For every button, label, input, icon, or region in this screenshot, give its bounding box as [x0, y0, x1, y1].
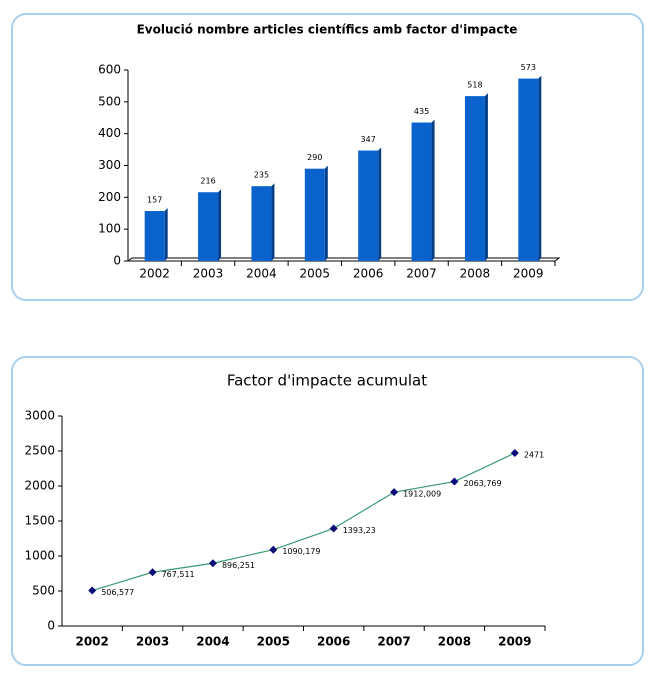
y-tick-label: 300 [98, 158, 121, 172]
x-tick-label: 2005 [300, 267, 331, 281]
panel [11, 356, 644, 666]
data-label: 2471 [524, 451, 544, 460]
bar-side [431, 119, 435, 262]
x-tick-label: 2003 [136, 635, 169, 649]
bar-side [378, 147, 382, 261]
x-tick-label: 2003 [193, 267, 224, 281]
x-tick-label: 2007 [377, 635, 410, 649]
x-tick-label: 2009 [498, 635, 531, 649]
data-label: 216 [200, 177, 215, 186]
x-tick-label: 2006 [317, 635, 350, 649]
y-tick-label: 0 [113, 254, 121, 268]
data-label: 2063,769 [463, 479, 501, 488]
bar-side [271, 183, 275, 261]
marker [510, 449, 519, 458]
y-tick-label: 600 [98, 63, 121, 77]
axis-floor [127, 257, 561, 262]
y-tick-label: 2000 [24, 479, 55, 493]
series-line [92, 452, 516, 592]
bar [198, 192, 219, 261]
y-tick-label: 0 [47, 619, 55, 633]
bar [411, 122, 432, 262]
marker [208, 559, 217, 568]
bar [358, 150, 379, 261]
data-label: 1090,179 [282, 547, 320, 556]
bar [518, 78, 539, 261]
x-tick-label: 2005 [257, 635, 290, 649]
y-tick-label: 1500 [24, 514, 55, 528]
marker [148, 568, 157, 577]
data-label: 157 [147, 196, 162, 205]
marker [269, 545, 278, 554]
x-tick-label: 2004 [196, 635, 229, 649]
y-tick-label: 500 [32, 584, 55, 598]
data-label: 235 [254, 171, 269, 180]
data-label: 347 [361, 135, 376, 144]
x-tick-label: 2009 [513, 267, 544, 281]
y-tick-label: 200 [98, 190, 121, 204]
x-tick-label: 2002 [139, 267, 170, 281]
marker [450, 477, 459, 486]
bar-side [164, 208, 168, 261]
y-tick-label: 400 [98, 126, 121, 140]
x-tick-label: 2007 [406, 267, 437, 281]
y-tick-label: 1000 [24, 549, 55, 563]
bar-side [484, 93, 488, 261]
bar [251, 186, 272, 261]
marker [390, 488, 399, 497]
bar [304, 168, 325, 261]
x-tick-label: 2008 [460, 267, 491, 281]
x-tick-label: 2004 [246, 267, 277, 281]
bar [144, 211, 165, 261]
data-label: 506,577 [101, 588, 134, 597]
data-label: 518 [467, 81, 482, 90]
data-label: 290 [307, 153, 322, 162]
chart-title: Evolució nombre articles científics amb … [137, 23, 518, 37]
data-label: 896,251 [222, 561, 255, 570]
y-tick-label: 100 [98, 222, 121, 236]
data-label: 573 [521, 63, 536, 72]
y-tick-label: 2500 [24, 444, 55, 458]
bar-side [218, 189, 222, 261]
x-tick-label: 2002 [75, 635, 108, 649]
x-tick-label: 2006 [353, 267, 384, 281]
data-label: 1393,23 [343, 526, 376, 535]
bar-side [538, 75, 542, 261]
y-tick-label: 3000 [24, 409, 55, 423]
data-label: 1912,009 [403, 490, 441, 499]
x-tick-label: 2008 [438, 635, 471, 649]
y-tick-label: 500 [98, 94, 121, 108]
bar [464, 96, 485, 261]
data-label: 767,511 [162, 570, 195, 579]
marker [329, 524, 338, 533]
chart-title: Factor d'impacte acumulat [227, 372, 427, 390]
bar-side [324, 165, 328, 261]
data-label: 435 [414, 107, 429, 116]
marker [88, 586, 97, 595]
